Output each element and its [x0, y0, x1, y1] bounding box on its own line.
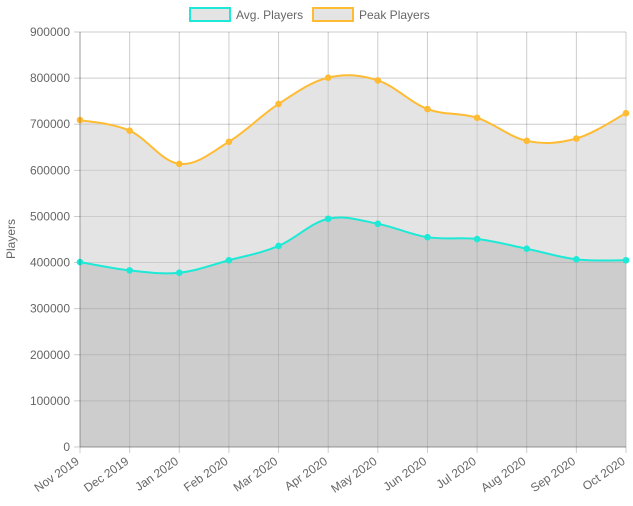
- point-avg-players[interactable]: [573, 256, 580, 263]
- x-tick-label: Apr 2020: [282, 454, 330, 494]
- point-avg-players[interactable]: [76, 258, 84, 266]
- point-peak-players[interactable]: [622, 109, 630, 117]
- x-tick-label: Aug 2020: [478, 454, 528, 495]
- y-axis-title: Players: [4, 219, 18, 259]
- x-tick-label: Feb 2020: [181, 454, 231, 495]
- point-avg-players[interactable]: [324, 215, 332, 223]
- point-peak-players[interactable]: [473, 114, 481, 122]
- legend-swatch-avg-players: [189, 7, 231, 22]
- legend-label-avg-players: Avg. Players: [236, 8, 303, 22]
- area-avg-players: [80, 217, 626, 447]
- x-tick-label: Dec 2019: [81, 454, 131, 495]
- point-peak-players[interactable]: [275, 100, 282, 108]
- legend-item-avg-players[interactable]: Avg. Players: [189, 7, 303, 22]
- x-tick-label: Nov 2019: [32, 454, 82, 495]
- legend: Avg. Players Peak Players: [189, 7, 430, 22]
- series-points: [76, 74, 630, 277]
- y-tick-label: 200000: [30, 348, 70, 362]
- y-tick-label: 900000: [30, 25, 70, 39]
- y-tick-label: 300000: [30, 302, 70, 316]
- point-peak-players[interactable]: [324, 74, 332, 81]
- y-tick-label: 100000: [30, 394, 70, 408]
- line-avg-players: [79, 216, 627, 275]
- x-tick-label: Mar 2020: [231, 454, 281, 495]
- x-tick-label: Jun 2020: [381, 454, 430, 494]
- point-peak-players[interactable]: [374, 77, 382, 84]
- series-areas: [80, 75, 626, 448]
- point-peak-players[interactable]: [126, 127, 133, 134]
- point-peak-players[interactable]: [225, 138, 233, 146]
- point-avg-players[interactable]: [275, 242, 282, 250]
- y-tick-label: 500000: [30, 209, 70, 223]
- x-tick-label: Oct 2020: [580, 454, 628, 494]
- point-avg-players[interactable]: [622, 256, 630, 264]
- point-avg-players[interactable]: [126, 267, 133, 274]
- point-peak-players[interactable]: [76, 116, 84, 124]
- point-avg-players[interactable]: [424, 233, 431, 241]
- y-axis-ticks: 0 100000 200000 300000 400000 500000 600000 700…: [30, 25, 81, 454]
- legend-label-peak-players: Peak Players: [359, 8, 430, 22]
- x-tick-label: Sep 2020: [528, 454, 578, 495]
- point-peak-players[interactable]: [424, 105, 431, 113]
- y-tick-label: 700000: [30, 117, 70, 131]
- x-tick-label: Jul 2020: [434, 454, 479, 492]
- point-peak-players[interactable]: [573, 135, 580, 142]
- x-tick-label: May 2020: [328, 454, 379, 496]
- point-peak-players[interactable]: [175, 160, 183, 168]
- point-avg-players[interactable]: [225, 256, 233, 264]
- point-peak-players[interactable]: [523, 137, 531, 145]
- x-tick-label: Jan 2020: [133, 454, 182, 494]
- y-tick-label: 600000: [30, 163, 70, 177]
- point-avg-players[interactable]: [374, 220, 382, 228]
- y-tick-label: 800000: [30, 71, 70, 85]
- grid-overlay: [74, 31, 627, 453]
- y-tick-label: 400000: [30, 256, 70, 270]
- y-tick-label: 0: [63, 440, 70, 454]
- x-axis-ticks: Nov 2019 Dec 2019 Jan 2020 Feb 2020 Mar 2020…: [32, 446, 628, 496]
- point-avg-players[interactable]: [175, 269, 183, 277]
- legend-item-peak-players[interactable]: Peak Players: [312, 7, 430, 22]
- point-avg-players[interactable]: [523, 245, 531, 253]
- point-avg-players[interactable]: [473, 235, 481, 243]
- legend-swatch-peak-players: [312, 7, 354, 22]
